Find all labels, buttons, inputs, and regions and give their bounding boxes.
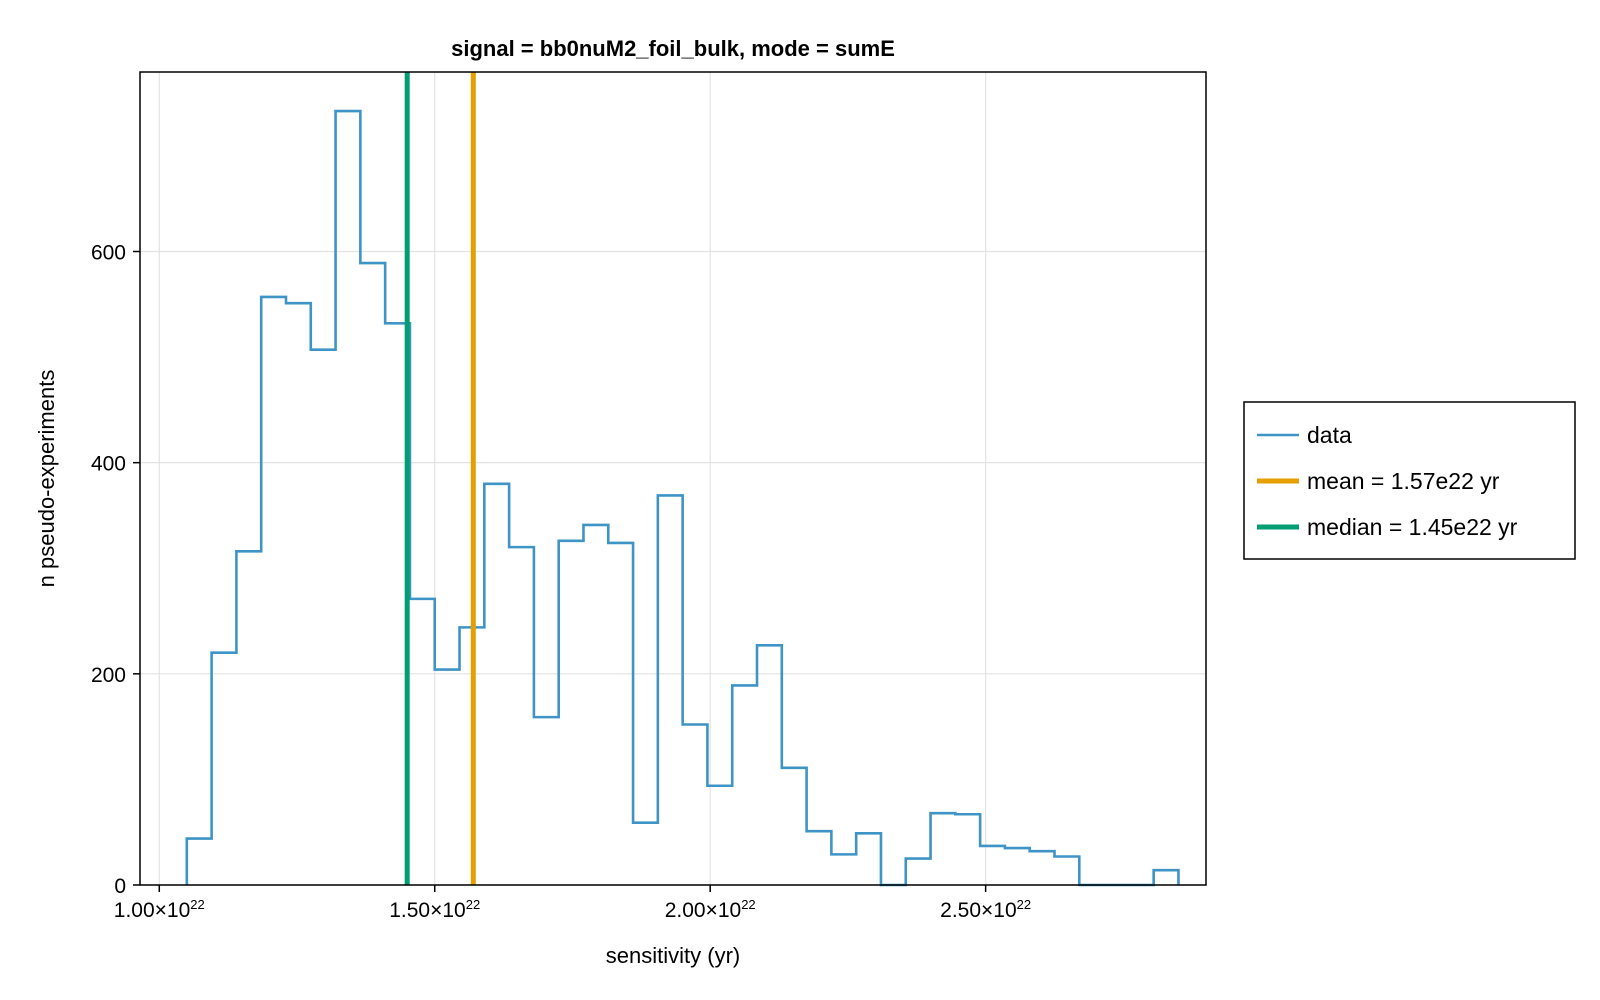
x-tick-exponent: 22 <box>190 897 204 912</box>
grid <box>140 72 1206 886</box>
legend-item-data-label: data <box>1307 422 1352 448</box>
y-tick-label: 400 <box>91 453 126 476</box>
y-tick-label: 600 <box>91 241 126 264</box>
axis-ticks: 1.00×1022 1.50×1022 2.00×1022 2.50×10220200… <box>91 241 1031 922</box>
x-tick-exponent: 22 <box>741 897 755 912</box>
chart-title: signal = bb0nuM2_foil_bulk, mode = sumE <box>451 36 895 61</box>
plot-area <box>185 72 1180 887</box>
y-tick-label: 0 <box>114 875 126 898</box>
y-axis-label: n pseudo-experiments <box>34 370 59 588</box>
x-tick-mantissa: 2.00×10 <box>665 899 742 922</box>
x-tick-label: 2.50×1022 <box>940 897 1031 922</box>
x-axis-label: sensitivity (yr) <box>606 943 740 968</box>
x-tick-label: 2.00×1022 <box>665 897 756 922</box>
legend-item-median-label: median = 1.45e22 yr <box>1307 514 1518 540</box>
plot-frame <box>139 71 1207 886</box>
x-tick-mantissa: 1.50×10 <box>389 899 466 922</box>
x-tick-label: 1.00×1022 <box>114 897 205 922</box>
x-tick-label: 1.50×1022 <box>389 897 480 922</box>
x-tick-mantissa: 1.00×10 <box>114 899 191 922</box>
x-tick-exponent: 22 <box>1017 897 1031 912</box>
x-tick-exponent: 22 <box>466 897 480 912</box>
legend-box <box>1243 401 1576 560</box>
legend: data mean = 1.57e22 yr median = 1.45e22 yr <box>1243 401 1576 560</box>
x-tick-mantissa: 2.50×10 <box>940 899 1017 922</box>
y-tick-label: 200 <box>91 664 126 687</box>
histogram-step-line <box>185 109 1180 887</box>
legend-item-mean-label: mean = 1.57e22 yr <box>1307 468 1500 494</box>
